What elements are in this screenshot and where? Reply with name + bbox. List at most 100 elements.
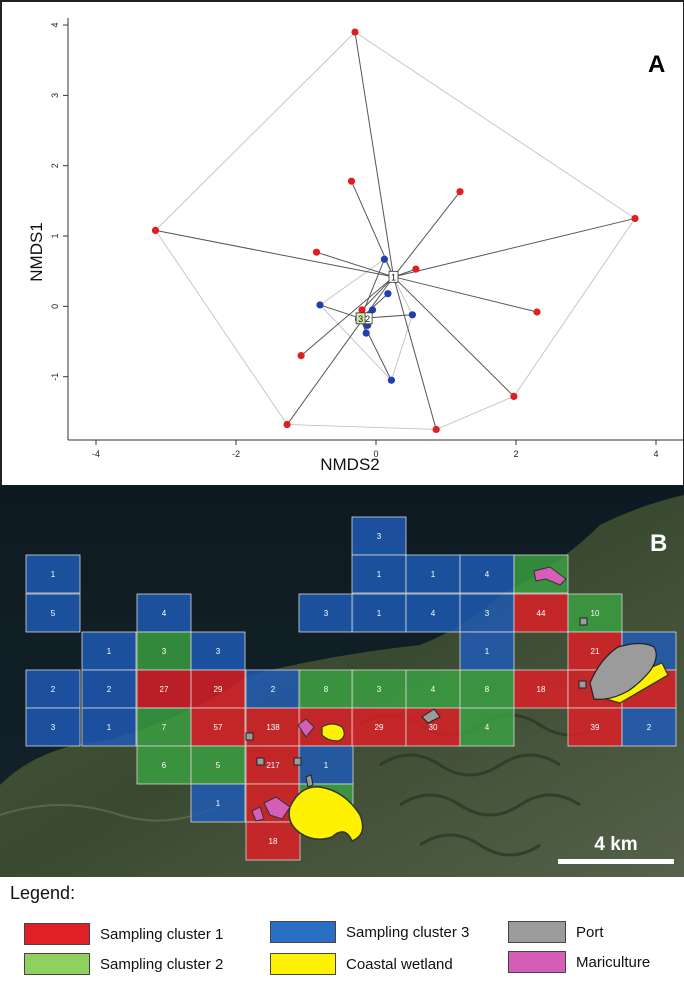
grid-cell-count: 1: [324, 761, 329, 770]
mariculture-center: [297, 718, 315, 738]
grid-cell: [405, 593, 461, 633]
grid-cell: [136, 593, 192, 633]
mariculture-south: [263, 796, 291, 820]
grid-cell-count: 3: [51, 723, 56, 732]
map-panel: 3111475431434410133121222272928348183175…: [0, 485, 684, 877]
centroid-marker: [388, 270, 399, 283]
grid-cell: [136, 745, 192, 785]
coastal-wetland-small: [321, 723, 345, 742]
grid-cell: [351, 593, 407, 633]
port-main: [589, 642, 657, 700]
legend-item-cluster3: Sampling cluster 3: [270, 921, 469, 943]
grid-cell: [190, 669, 246, 709]
legend-swatch: [24, 923, 90, 945]
grid-cell: [190, 631, 246, 671]
x-tick-label: -4: [92, 449, 100, 459]
legend-label: Port: [576, 923, 604, 941]
sampling-map: 3111475431434410133121222272928348183175…: [0, 485, 684, 877]
port-marker: [578, 680, 587, 689]
grid-cell-count: 57: [214, 723, 223, 732]
grid-cell: [136, 669, 192, 709]
mariculture-south-small: [251, 806, 265, 822]
spider-line: [286, 276, 394, 425]
grid-cell-count: 30: [429, 723, 438, 732]
grid-cell-count: 10: [591, 609, 600, 618]
grid-cell: [25, 593, 81, 633]
grid-cell: [190, 783, 246, 823]
grid-cell: [245, 821, 301, 861]
spider-line: [354, 31, 394, 277]
grid-cell: [298, 669, 354, 709]
data-point: [283, 420, 291, 429]
data-point: [347, 177, 356, 185]
grid-cell-count: 4: [162, 609, 167, 618]
grid-cell: [245, 707, 301, 747]
centroid-label: 2: [365, 314, 370, 324]
legend-swatch: [508, 921, 566, 943]
grid-cell: [81, 707, 137, 747]
x-tick-label: 2: [513, 449, 518, 459]
grid-cell-count: 3: [216, 647, 221, 656]
spider-line: [300, 276, 394, 356]
centroid-label: 3: [358, 314, 363, 324]
data-point: [358, 306, 366, 314]
grid-cell-count: 1: [107, 723, 112, 732]
data-point: [351, 28, 359, 36]
y-tick-label: 3: [50, 93, 60, 98]
legend-item-wetland: Coastal wetland: [270, 953, 453, 975]
grid-cell-count: 217: [266, 761, 280, 770]
data-point: [362, 329, 370, 337]
port-marker: [245, 732, 254, 741]
data-point: [151, 226, 160, 235]
legend-swatch: [508, 951, 566, 973]
data-point: [631, 214, 639, 223]
legend-item-port: Port: [508, 921, 604, 943]
data-point: [408, 311, 416, 319]
grid-cell-count: 1: [107, 647, 112, 656]
grid-cell-count: 8: [485, 685, 490, 694]
spider-line: [155, 229, 394, 278]
grid-cell-count: 4: [485, 570, 490, 579]
grid-cell-count: 3: [162, 647, 167, 656]
legend-label: Sampling cluster 3: [346, 923, 470, 941]
grid-cell-count: 44: [537, 609, 546, 618]
x-axis-title: NMDS2: [320, 455, 380, 474]
spider-line: [319, 304, 361, 319]
y-tick-label: 1: [50, 234, 60, 239]
grid-cell-count: 6: [162, 761, 167, 770]
legend-label: Sampling cluster 2: [100, 955, 224, 973]
grid-cell: [351, 516, 407, 556]
grid-cell-count: 138: [266, 723, 280, 732]
coast-detail: [0, 804, 221, 822]
grid-cell: [459, 593, 515, 633]
x-tick-label: -2: [232, 449, 240, 459]
grid-cell-count: 4: [431, 609, 436, 618]
port-marker: [293, 757, 302, 766]
grid-cell-count: 3: [324, 609, 329, 618]
coastal-wetland-main: [288, 786, 364, 842]
grid-cell-count: 18: [537, 685, 546, 694]
grid-cell: [459, 554, 515, 594]
legend-item-cluster2: Sampling cluster 2: [24, 953, 223, 975]
data-point: [368, 306, 377, 314]
x-tick-label: 0: [373, 449, 378, 459]
grid-cell: [351, 669, 407, 709]
legend: Legend: Sampling cluster 1 Sampling clus…: [0, 877, 684, 985]
grid-cell-count: 1: [51, 570, 56, 579]
grid-cell-count: 39: [591, 723, 600, 732]
grid-cell-count: 2: [107, 685, 112, 694]
spider-line: [393, 217, 636, 278]
grid-cell-count: 1: [377, 570, 382, 579]
grid-cell-count: 29: [375, 723, 384, 732]
spider-line: [393, 276, 437, 430]
grid-cell: [459, 707, 515, 747]
port-marker: [256, 757, 265, 766]
grid-cell-count: 27: [160, 685, 169, 694]
centroid-label: 1: [391, 272, 396, 282]
grid-cell: [245, 745, 301, 785]
grid-cell-count: 7: [162, 723, 167, 732]
grid-cell: [136, 707, 192, 747]
legend-label: Coastal wetland: [346, 955, 453, 973]
